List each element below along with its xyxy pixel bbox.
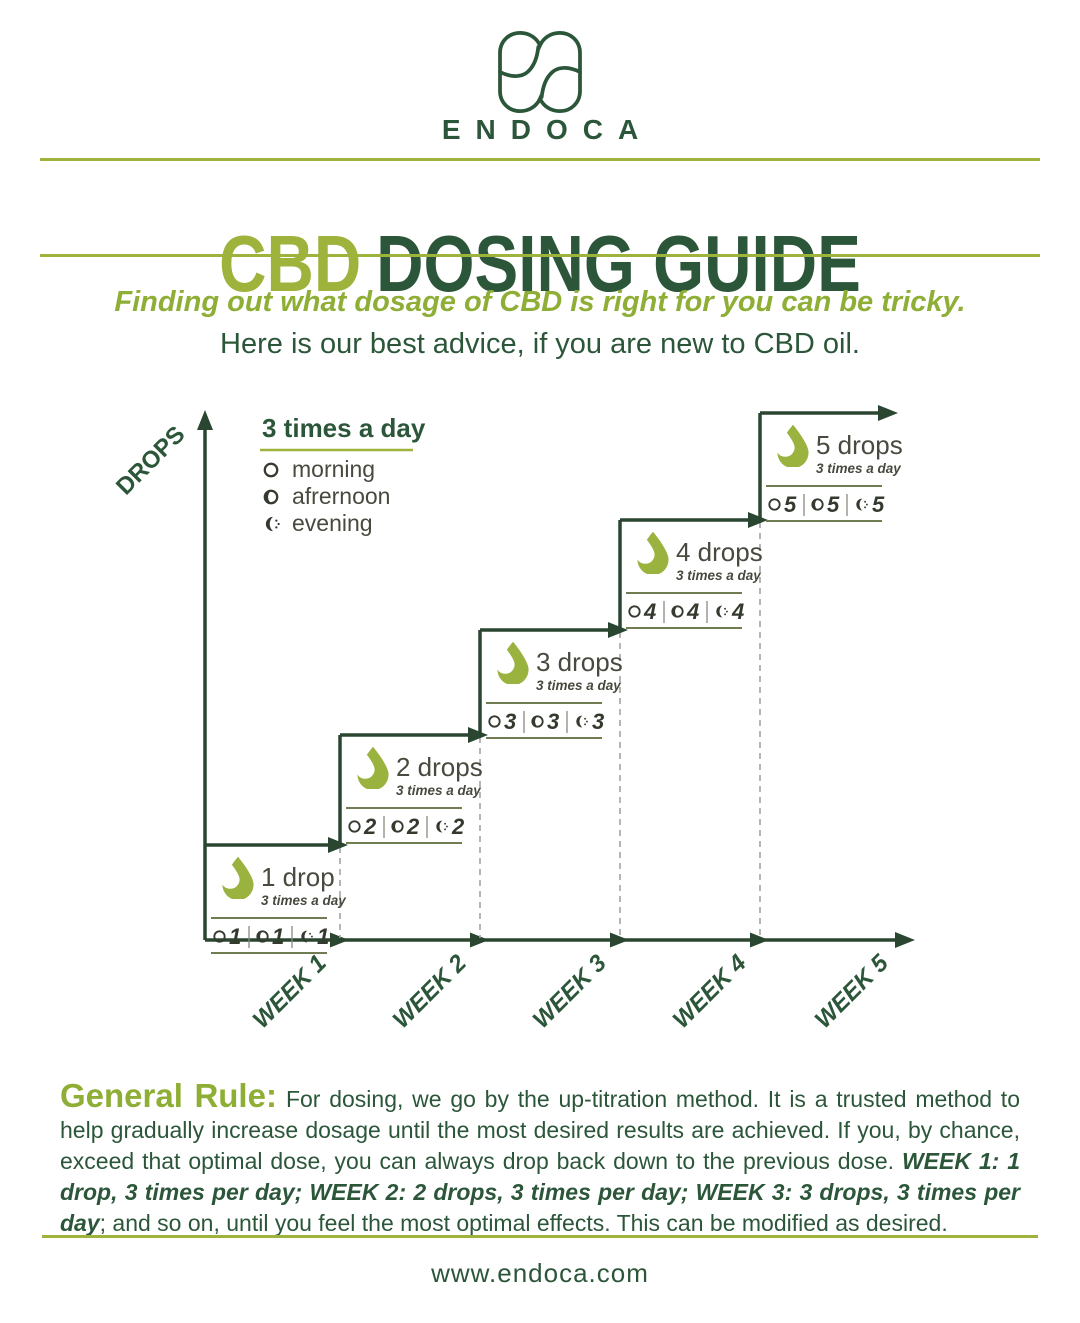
- step-drops-label: 1 drop: [261, 862, 335, 892]
- morning-icon: [488, 715, 501, 728]
- morning-icon: [628, 605, 641, 618]
- legend-label-morning: morning: [292, 456, 375, 482]
- drop-icon: [776, 424, 809, 467]
- afternoon-icon: [263, 489, 279, 505]
- evening-icon: [716, 605, 728, 618]
- step-frequency-label: 3 times a day: [396, 783, 482, 798]
- x-axis-tick-arrows: [330, 932, 769, 948]
- week-4-label: WEEK 4: [668, 950, 752, 1034]
- general-rule-text-1: For dosing, we go by the up-titration me…: [60, 1086, 1020, 1174]
- divider-footer: [42, 1235, 1038, 1238]
- step-top-arrows: [205, 405, 898, 853]
- drop-icon: [356, 746, 389, 789]
- evening-icon: [576, 715, 588, 728]
- drop-icon: [636, 531, 669, 574]
- page-title: CBD DOSING GUIDE: [97, 218, 983, 308]
- week-2-label: WEEK 2: [388, 949, 473, 1034]
- step-frequency-label: 3 times a day: [816, 461, 902, 476]
- evening-count: 2: [451, 814, 465, 839]
- step-week-5: 5 drops 3 times a day 5 5 5: [766, 424, 903, 522]
- week-3-label: WEEK 3: [528, 949, 613, 1034]
- step-week-1: 1 drop 3 times a day 1 1 1: [211, 856, 347, 954]
- morning-count: 2: [363, 814, 377, 839]
- step-frequency-label: 3 times a day: [676, 568, 762, 583]
- week-1-label: WEEK 1: [248, 950, 332, 1034]
- step-week-4: 4 drops 3 times a day 4 4 4: [626, 531, 763, 629]
- morning-count: 3: [504, 709, 516, 734]
- afternoon-count: 2: [406, 814, 420, 839]
- general-rule-paragraph: General Rule: For dosing, we go by the up…: [60, 1079, 1020, 1239]
- afternoon-icon: [811, 498, 824, 511]
- step-drops-label: 5 drops: [816, 430, 903, 460]
- week-5-label: WEEK 5: [810, 949, 895, 1034]
- drop-icon: [496, 641, 529, 684]
- morning-count: 1: [229, 924, 241, 949]
- step-week-2: 2 drops 3 times a day 2 2 2: [346, 746, 483, 844]
- evening-count: 4: [731, 599, 744, 624]
- title-rest: DOSING GUIDE: [376, 218, 861, 308]
- title-accent: CBD: [219, 218, 362, 308]
- afternoon-count: 5: [827, 492, 840, 517]
- step-drops-label: 2 drops: [396, 752, 483, 782]
- step-drops-label: 4 drops: [676, 537, 763, 567]
- endoca-logo-icon: [0, 26, 1080, 123]
- afternoon-icon: [671, 605, 684, 618]
- step-drops-label: 3 drops: [536, 647, 623, 677]
- dosing-step-chart: DROPS 3 times a day morning afrernoon ev…: [111, 405, 915, 1034]
- morning-icon: [263, 462, 279, 478]
- brand-wordmark: ENDOCA: [441, 114, 654, 145]
- morning-icon: [768, 498, 781, 511]
- evening-icon: [265, 516, 280, 532]
- legend-title: 3 times a day: [262, 413, 426, 443]
- y-axis-label: DROPS: [111, 421, 190, 500]
- step-frequency-label: 3 times a day: [536, 678, 622, 693]
- afternoon-icon: [531, 715, 544, 728]
- dashed-droplines: [339, 522, 761, 938]
- x-axis-labels: WEEK 1 WEEK 2 WEEK 3 WEEK 4 WEEK 5: [248, 949, 895, 1034]
- afternoon-count: 4: [686, 599, 699, 624]
- afternoon-count: 1: [272, 924, 284, 949]
- subtitle-italic: Finding out what dosage of CBD is right …: [114, 286, 966, 318]
- step-risers: [338, 413, 762, 845]
- afternoon-icon: [391, 820, 404, 833]
- morning-icon: [348, 820, 361, 833]
- subtitle-plain: Here is our best advice, if you are new …: [220, 328, 860, 360]
- drop-icon: [221, 856, 254, 899]
- general-rule-heading: General Rule:: [60, 1077, 277, 1114]
- divider-top: [40, 158, 1040, 161]
- evening-count: 1: [317, 924, 329, 949]
- step-frequency-label: 3 times a day: [261, 893, 347, 908]
- morning-count: 5: [784, 492, 797, 517]
- evening-count: 3: [592, 709, 604, 734]
- divider-mid: [40, 254, 1040, 257]
- afternoon-count: 3: [547, 709, 559, 734]
- legend: 3 times a day morning afrernoon evening: [260, 413, 426, 536]
- step-week-3: 3 drops 3 times a day 3 3 3: [486, 641, 623, 739]
- legend-label-evening: evening: [292, 510, 373, 536]
- morning-count: 4: [643, 599, 656, 624]
- general-rule-text-2: ; and so on, until you feel the most opt…: [99, 1210, 948, 1236]
- evening-icon: [856, 498, 868, 511]
- general-rule-schedule: WEEK 1: 1 drop, 3 times per day; WEEK 2:…: [60, 1148, 1020, 1236]
- evening-count: 5: [872, 492, 885, 517]
- legend-label-afternoon: afrernoon: [292, 483, 390, 509]
- evening-icon: [436, 820, 448, 833]
- website-url: www.endoca.com: [431, 1258, 649, 1288]
